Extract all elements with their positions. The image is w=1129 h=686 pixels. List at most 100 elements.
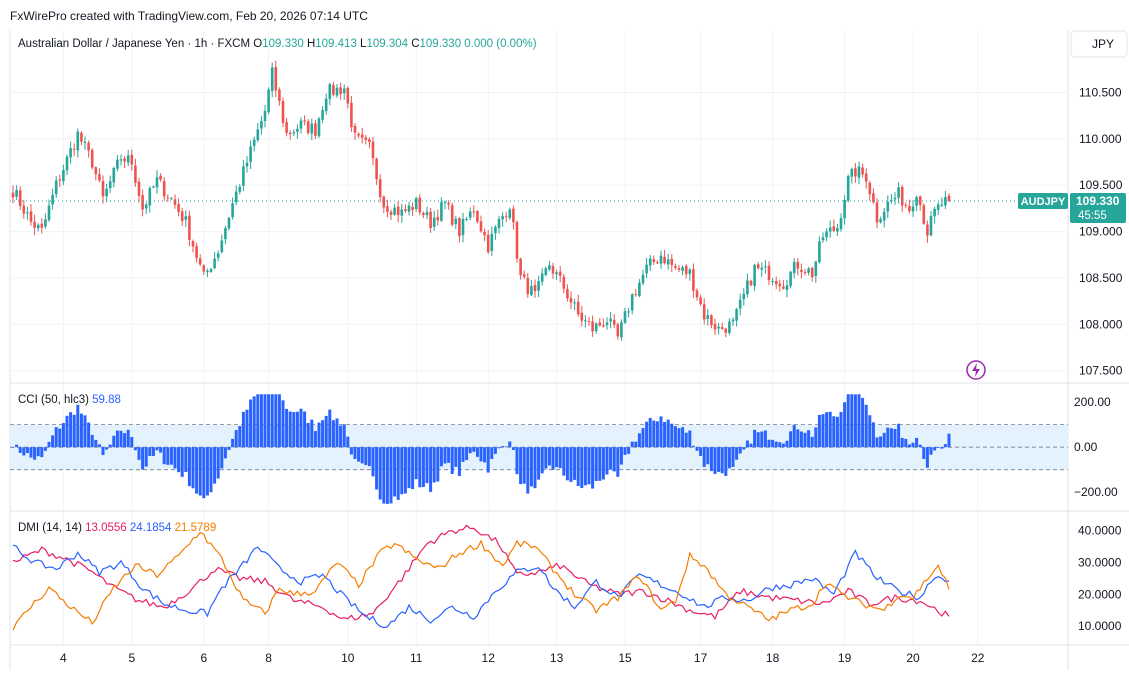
cci-bar	[771, 439, 775, 448]
candle	[112, 166, 116, 188]
cci-bar	[832, 416, 836, 448]
candle	[929, 211, 933, 237]
cci-bar	[335, 418, 339, 448]
cci-bar	[835, 416, 839, 448]
cci-bar	[241, 411, 245, 448]
candle-body	[706, 315, 710, 319]
candle-body	[490, 233, 494, 251]
cci-bar	[249, 399, 253, 448]
candle	[166, 194, 170, 202]
candle-body	[821, 237, 825, 241]
candle	[872, 188, 875, 204]
candle-body	[839, 218, 843, 230]
cci-bar	[47, 441, 51, 448]
time-tick-label: 19	[838, 651, 852, 665]
candle-body	[393, 207, 396, 215]
cci-bar	[141, 447, 145, 470]
candle-body	[213, 258, 216, 269]
currency-button[interactable]: JPY	[1070, 30, 1128, 58]
o-label: O	[253, 38, 262, 50]
price-tick-label: 110.500	[1079, 85, 1122, 99]
cci-bar	[522, 447, 526, 484]
cci-bar	[155, 447, 159, 451]
candle	[933, 206, 936, 224]
o-value: 109.330	[262, 38, 307, 50]
candle-body	[760, 267, 764, 270]
time-tick-label: 17	[694, 651, 708, 665]
symbol-title: Australian Dollar / Japanese Yen · 1h · …	[18, 38, 253, 50]
time-tick-label: 4	[60, 651, 67, 665]
symbol-tag-label: AUDJPY	[1021, 196, 1066, 208]
candle-body	[242, 166, 245, 186]
cci-bar	[663, 422, 667, 448]
cci-bar	[587, 447, 591, 485]
time-tick-label: 12	[482, 651, 496, 665]
candle-body	[256, 129, 260, 141]
cci-bar	[385, 447, 389, 504]
lightning-icon[interactable]	[966, 360, 986, 380]
candle	[256, 122, 260, 143]
cci-bar	[457, 447, 461, 477]
candle-body	[285, 122, 288, 133]
candle	[702, 298, 706, 325]
candle-body	[508, 209, 512, 218]
cci-bar	[418, 447, 422, 488]
time-tick-label: 18	[766, 651, 780, 665]
currency-button-bg	[1070, 30, 1128, 58]
cci-bar	[11, 447, 15, 448]
cci-bar	[108, 444, 112, 448]
candle	[278, 87, 281, 106]
candle-body	[857, 166, 861, 178]
cci-bar	[882, 432, 886, 448]
candle	[566, 284, 569, 302]
cci-tick-label: 0.00	[1074, 440, 1098, 454]
cci-bar	[846, 394, 850, 448]
candle-body	[828, 227, 832, 232]
candle-body	[785, 285, 789, 291]
candle-body	[843, 200, 846, 219]
candle-body	[875, 202, 879, 223]
cci-bar	[209, 447, 213, 493]
candle	[688, 267, 692, 281]
cci-tick-label: −200.00	[1074, 485, 1118, 499]
candle-body	[429, 211, 432, 228]
candle-body	[249, 146, 252, 162]
candle-body	[292, 132, 296, 134]
cci-bar	[702, 447, 706, 467]
candle-body	[562, 276, 566, 289]
cci-bar	[119, 430, 123, 448]
cci-bar	[137, 447, 141, 460]
time-tick-label: 13	[550, 651, 564, 665]
candle-body	[648, 258, 652, 266]
candle-body	[299, 120, 303, 129]
candle-body	[627, 311, 630, 313]
cci-bar	[443, 447, 447, 464]
candle-body	[155, 177, 159, 188]
candle	[299, 117, 303, 134]
cci-bar	[36, 447, 40, 457]
cci-bar	[601, 447, 605, 480]
candle	[548, 260, 551, 272]
candle-body	[83, 141, 87, 143]
candle	[472, 205, 476, 218]
candle	[76, 128, 80, 158]
candle-body	[454, 218, 458, 225]
cci-bar	[699, 447, 703, 456]
candle	[47, 199, 51, 222]
candle	[378, 174, 382, 203]
cci-bar	[436, 447, 440, 482]
candle-body	[771, 281, 774, 283]
cci-bar	[61, 423, 65, 448]
cci-bar	[670, 423, 674, 448]
candle	[69, 141, 72, 164]
candle-body	[789, 271, 792, 287]
candle	[162, 176, 166, 201]
candle	[123, 155, 126, 169]
lightning-icon-bolt	[972, 363, 980, 377]
cci-bar	[609, 447, 613, 470]
dmi-tick-label: 40.0000	[1078, 524, 1122, 538]
candle	[180, 207, 184, 226]
candle	[738, 293, 742, 316]
candle-body	[803, 271, 807, 274]
cci-bar	[922, 447, 926, 459]
